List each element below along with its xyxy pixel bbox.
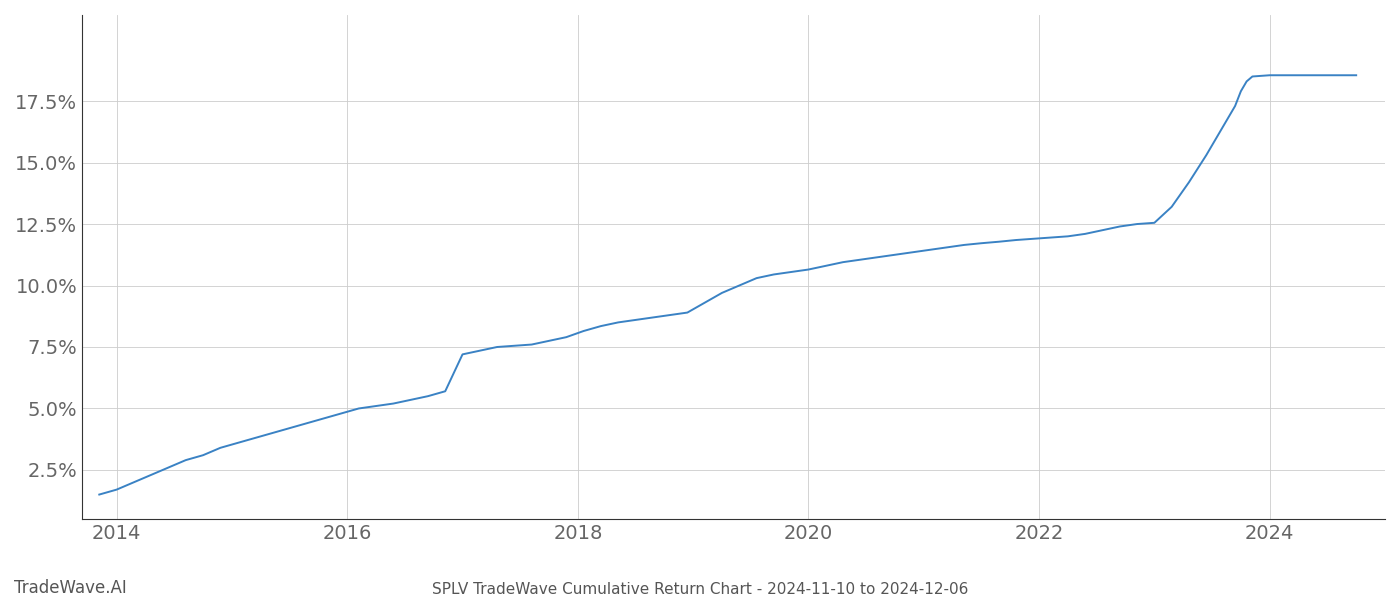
Text: TradeWave.AI: TradeWave.AI xyxy=(14,579,127,597)
Text: SPLV TradeWave Cumulative Return Chart - 2024-11-10 to 2024-12-06: SPLV TradeWave Cumulative Return Chart -… xyxy=(431,582,969,597)
